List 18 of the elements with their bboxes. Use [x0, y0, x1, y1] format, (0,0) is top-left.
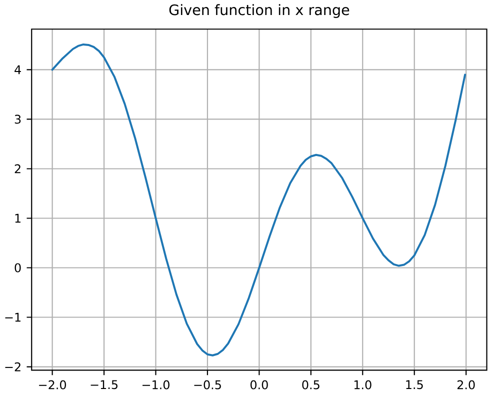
x-tick-label: −1.5 — [90, 380, 118, 390]
x-tick-label: 0.0 — [250, 380, 268, 390]
y-tick-label: 0 — [14, 263, 21, 272]
y-tick-label: −1 — [5, 313, 20, 322]
y-tick-label: 4 — [14, 65, 21, 74]
x-tick-label: 0.5 — [302, 380, 320, 390]
x-tick-label: 1.0 — [354, 380, 372, 390]
y-tick-label: 1 — [15, 214, 20, 223]
x-tick-label: −0.5 — [194, 380, 221, 390]
line-series — [51, 44, 466, 356]
x-tick-label: 2.0 — [457, 380, 475, 390]
y-tick-label: 2 — [14, 164, 20, 174]
x-tick-label: −2.0 — [39, 380, 66, 390]
x-tick-label: 1.5 — [406, 380, 423, 390]
y-tick-label: 3 — [14, 114, 21, 124]
chart-title: Given function in x range — [169, 4, 350, 18]
y-tick-label: −2 — [5, 362, 20, 372]
x-tick-label: −1.0 — [142, 380, 170, 390]
